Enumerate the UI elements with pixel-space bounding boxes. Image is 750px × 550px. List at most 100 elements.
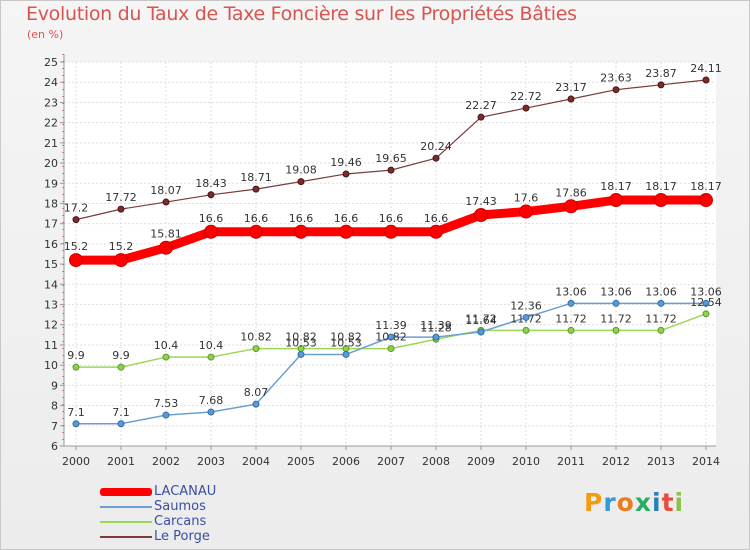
point-lacanau xyxy=(339,224,353,239)
y-tick-label: 17 xyxy=(44,218,58,231)
point-le-porge xyxy=(297,178,305,186)
data-label-le-porge: 23.87 xyxy=(645,67,677,80)
point-carcans xyxy=(162,353,170,361)
x-tick-label: 2000 xyxy=(62,455,90,468)
data-label-saumos: 11.39 xyxy=(420,319,452,332)
x-tick-label: 2012 xyxy=(602,455,630,468)
x-tick-label: 2001 xyxy=(107,455,135,468)
point-saumos xyxy=(207,408,215,416)
data-label-carcans: 11.72 xyxy=(465,312,497,325)
data-label-le-porge: 19.08 xyxy=(285,164,317,177)
data-label-le-porge: 18.71 xyxy=(240,171,272,184)
legend-label-carcans: Carcans xyxy=(154,514,207,529)
point-lacanau xyxy=(519,204,533,219)
data-label-saumos: 12.36 xyxy=(510,299,542,312)
point-lacanau xyxy=(429,224,443,239)
x-tick-label: 2008 xyxy=(422,455,450,468)
point-le-porge xyxy=(612,86,620,94)
point-carcans xyxy=(207,353,215,361)
point-saumos xyxy=(72,420,80,428)
data-label-le-porge: 22.72 xyxy=(510,90,542,103)
y-tick-label: 12 xyxy=(44,319,58,332)
x-tick-label: 2004 xyxy=(242,455,270,468)
point-le-porge xyxy=(252,185,260,193)
chart-title: Evolution du Taux de Taxe Foncière sur l… xyxy=(26,3,577,25)
legend-swatch-lacanau xyxy=(100,487,152,496)
point-le-porge xyxy=(387,166,395,174)
x-tick-label: 2010 xyxy=(512,455,540,468)
data-label-le-porge: 19.65 xyxy=(375,152,407,165)
data-label-saumos: 7.68 xyxy=(199,394,224,407)
data-label-carcans: 11.72 xyxy=(510,312,542,325)
point-le-porge xyxy=(117,205,125,213)
point-lacanau xyxy=(159,240,173,255)
data-label-lacanau: 16.6 xyxy=(289,212,314,225)
point-le-porge xyxy=(432,154,440,162)
grid-layer xyxy=(64,61,716,447)
legend-item-le-porge: Le Porge xyxy=(100,529,216,544)
data-label-le-porge: 18.07 xyxy=(150,184,182,197)
legend-item-saumos: Saumos xyxy=(100,499,216,514)
y-tick-label: 8 xyxy=(51,400,58,413)
data-label-lacanau: 15.81 xyxy=(150,228,182,241)
data-label-saumos: 11.64 xyxy=(465,314,497,327)
data-label-carcans: 10.4 xyxy=(199,339,224,352)
x-tick-label: 2003 xyxy=(197,455,225,468)
point-lacanau xyxy=(654,193,668,208)
point-saumos xyxy=(702,299,710,307)
data-label-lacanau: 18.17 xyxy=(690,180,722,193)
data-label-carcans: 11.72 xyxy=(645,312,677,325)
y-tick-label: 9 xyxy=(51,379,58,392)
x-tick-label: 2011 xyxy=(557,455,585,468)
data-label-saumos: 10.53 xyxy=(285,336,317,349)
point-lacanau xyxy=(114,253,128,268)
data-label-carcans: 12.54 xyxy=(690,296,722,309)
point-lacanau xyxy=(384,224,398,239)
y-tick-label: 20 xyxy=(44,157,58,170)
point-le-porge xyxy=(567,95,575,103)
data-label-lacanau: 16.6 xyxy=(199,212,224,225)
data-label-saumos: 13.06 xyxy=(555,285,587,298)
data-label-le-porge: 22.27 xyxy=(465,99,497,112)
point-carcans xyxy=(567,326,575,334)
point-lacanau xyxy=(69,253,83,268)
data-label-le-porge: 23.63 xyxy=(600,72,632,85)
legend-swatch-saumos xyxy=(100,505,152,508)
plot-background xyxy=(64,62,716,446)
logo-letter: P xyxy=(584,488,604,517)
legend-label-lacanau: LACANAU xyxy=(154,484,217,499)
y-tick-label: 22 xyxy=(44,117,58,130)
point-carcans xyxy=(702,310,710,318)
point-le-porge xyxy=(342,170,350,178)
x-tick-label: 2006 xyxy=(332,455,360,468)
point-saumos xyxy=(342,350,350,358)
label-layer: 17.2 17.72 18.07 18.43 18.71 19.08 19.46 19.65 2… xyxy=(64,62,722,419)
point-saumos xyxy=(252,400,260,408)
legend: LACANAU Saumos Carcans Le Porge xyxy=(100,484,216,544)
point-lacanau xyxy=(294,224,308,239)
logo-letter: o xyxy=(616,488,635,517)
data-label-carcans: 11.72 xyxy=(555,312,587,325)
legend-swatch-carcans xyxy=(100,520,152,523)
y-tick-label: 7 xyxy=(51,420,58,433)
point-carcans xyxy=(522,326,530,334)
y-tick-label: 25 xyxy=(44,56,58,69)
data-label-carcans: 10.4 xyxy=(154,339,179,352)
data-label-le-porge: 20.24 xyxy=(420,140,452,153)
data-label-saumos: 7.1 xyxy=(67,406,85,419)
data-label-carcans: 11.28 xyxy=(420,321,452,334)
point-saumos xyxy=(567,299,575,307)
data-label-carcans: 11.72 xyxy=(600,312,632,325)
data-label-lacanau: 17.86 xyxy=(555,186,587,199)
point-saumos xyxy=(612,299,620,307)
data-label-saumos: 8.07 xyxy=(244,386,269,399)
data-label-carcans: 9.9 xyxy=(67,349,85,362)
point-saumos xyxy=(297,350,305,358)
data-label-carcans: 10.82 xyxy=(240,331,272,344)
data-label-le-porge: 18.43 xyxy=(195,177,227,190)
point-carcans xyxy=(117,363,125,371)
data-label-le-porge: 17.2 xyxy=(64,202,89,215)
y-tick-label: 23 xyxy=(44,96,58,109)
legend-label-saumos: Saumos xyxy=(154,499,206,514)
